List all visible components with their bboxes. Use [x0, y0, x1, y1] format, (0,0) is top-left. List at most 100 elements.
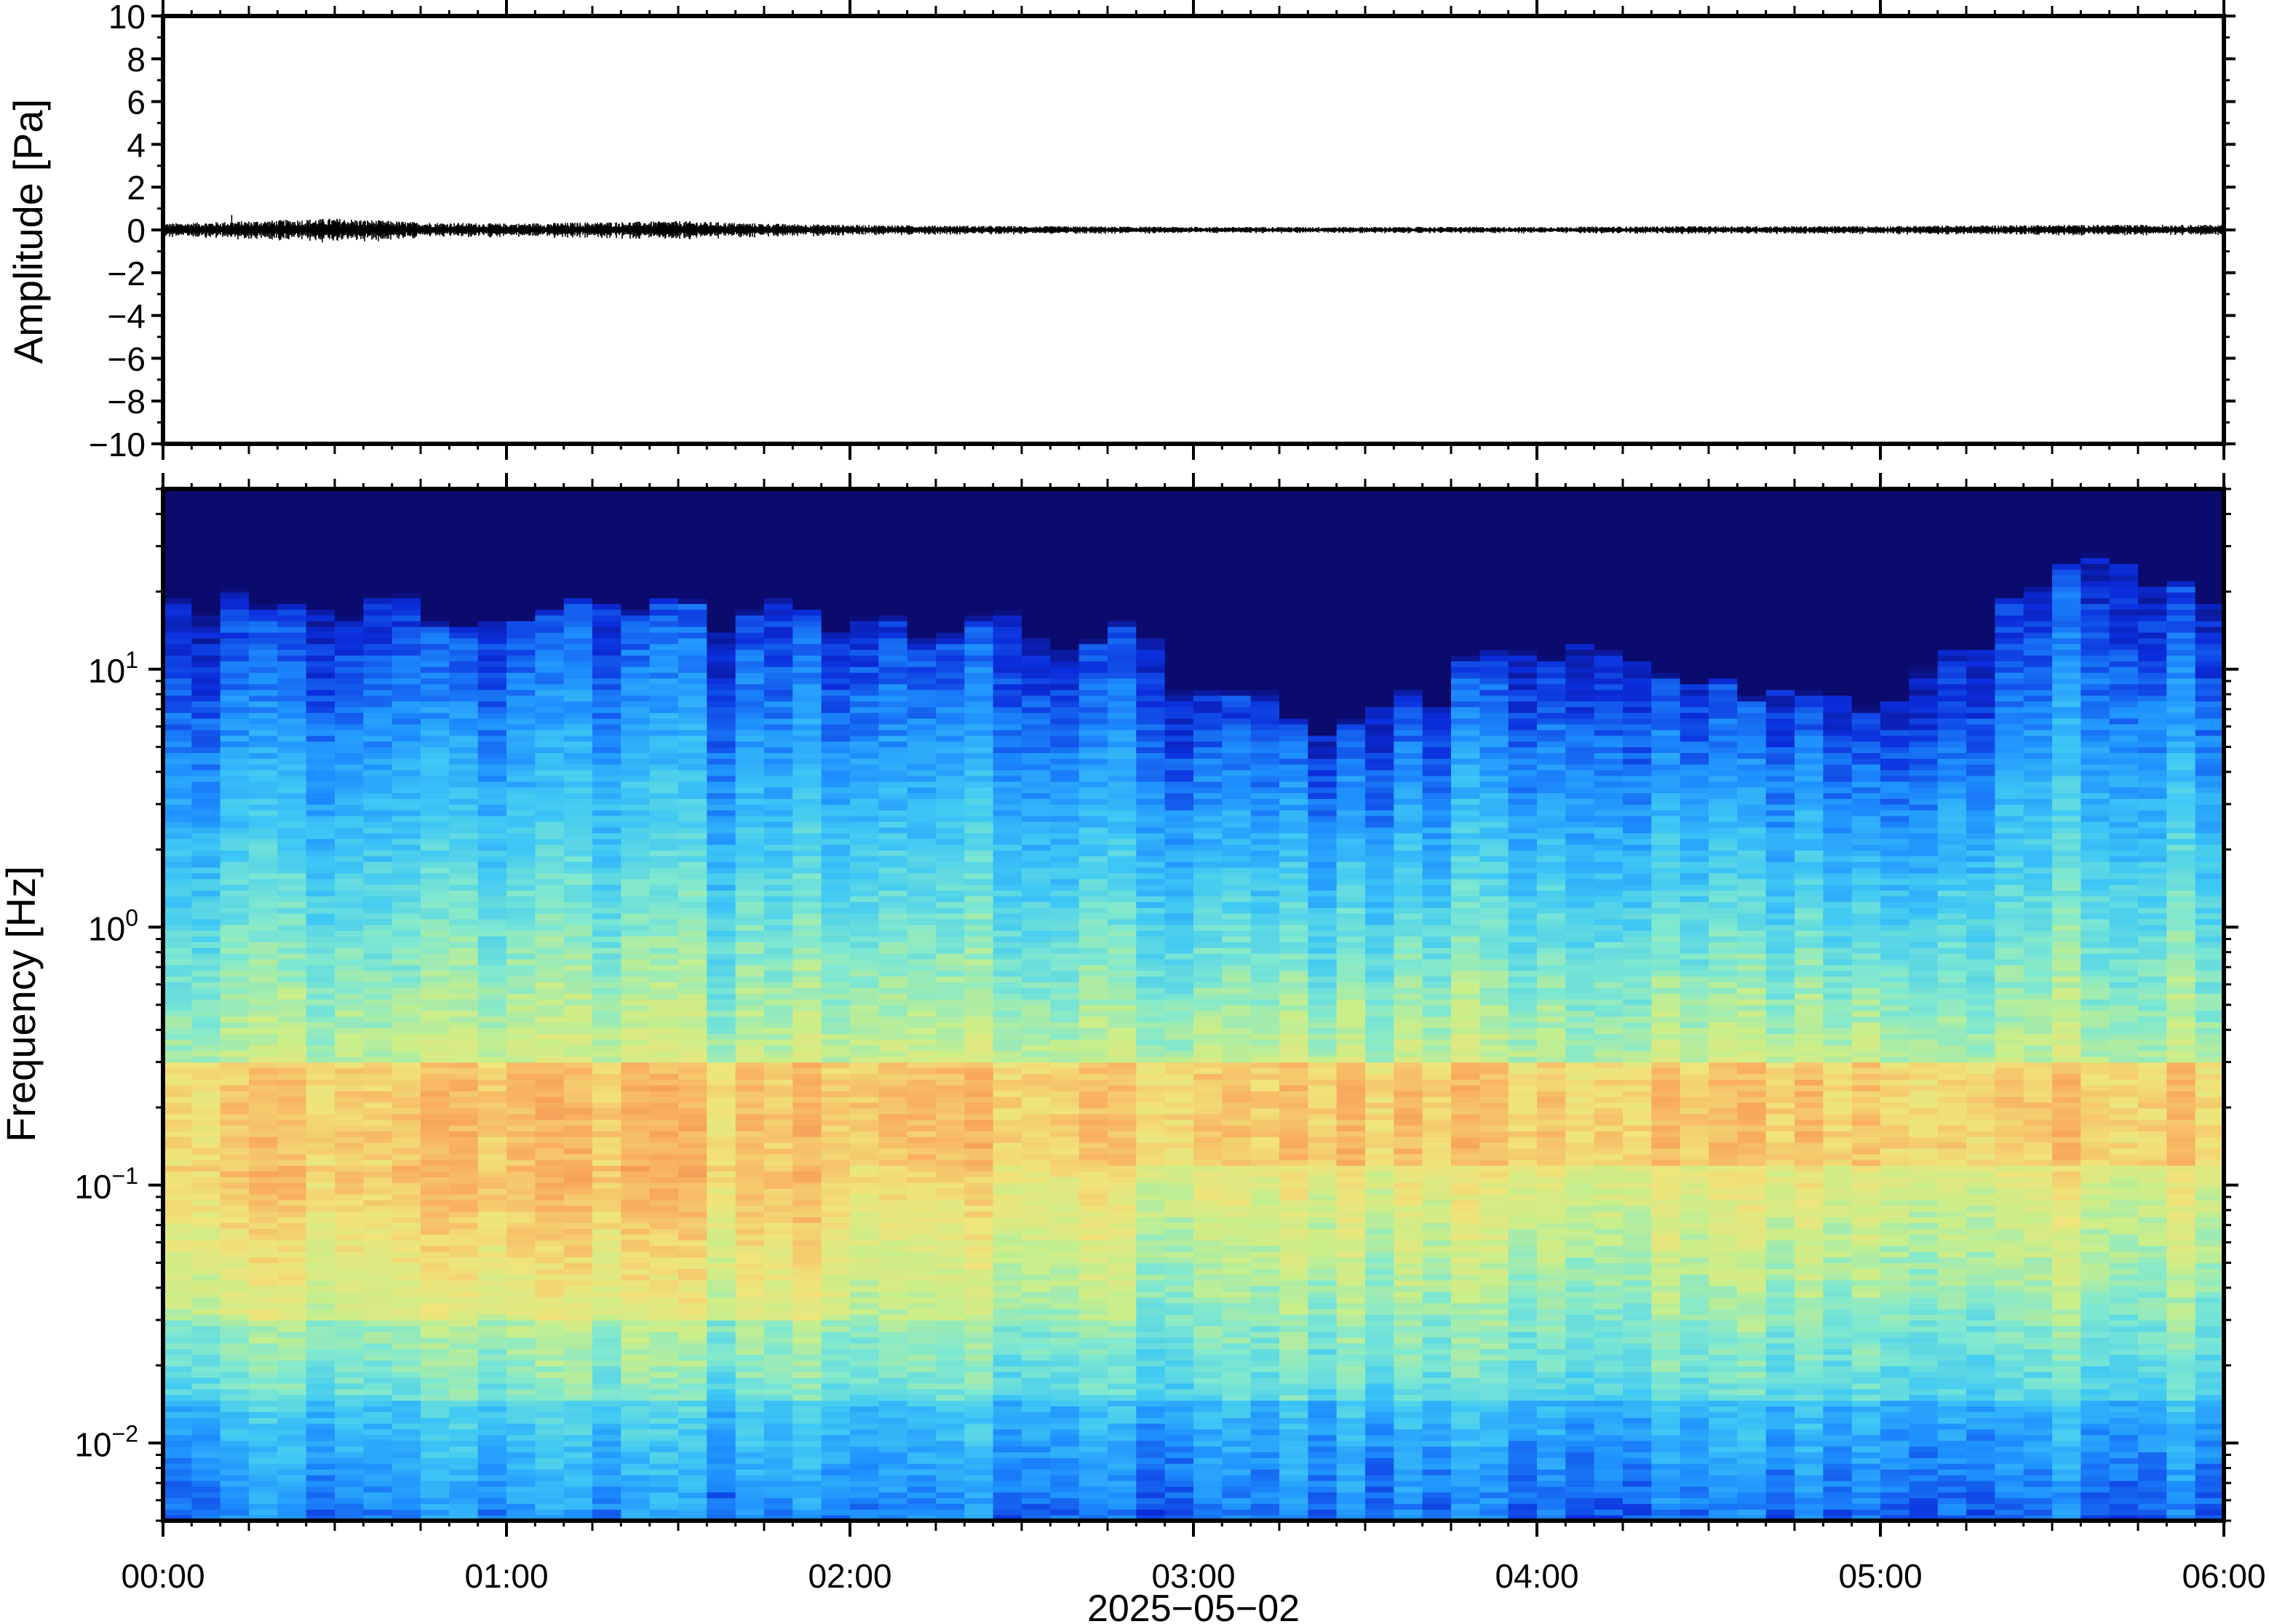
spectrogram-cell: [220, 804, 250, 811]
spectrogram-cell: [878, 1005, 908, 1011]
spectrogram-cell: [249, 535, 278, 541]
spectrogram-cell: [163, 999, 192, 1006]
spectrogram-cell: [449, 1342, 479, 1350]
spectrogram-cell: [421, 1492, 450, 1499]
spectrogram-cell: [592, 1463, 621, 1470]
spectrogram-cell: [535, 1503, 565, 1510]
spectrogram-cell: [592, 615, 621, 621]
spectrogram-cell: [220, 1388, 250, 1396]
spectrogram-cell: [764, 1188, 793, 1195]
spectrogram-cell: [792, 649, 822, 656]
spectrogram-cell: [306, 609, 335, 616]
spectrogram-cell: [592, 1474, 621, 1481]
spectrogram-cell: [707, 1366, 736, 1372]
spectrogram-cell: [621, 1177, 651, 1183]
spectrogram-cell: [363, 1010, 393, 1017]
spectrogram-cell: [649, 489, 679, 495]
spectrogram-cell: [220, 695, 250, 702]
spectrogram-cell: [249, 1113, 278, 1121]
spectrogram-cell: [191, 1382, 221, 1390]
spectrogram-cell: [449, 804, 479, 811]
spectrogram-cell: [506, 729, 536, 736]
spectrogram-cell: [649, 1079, 679, 1086]
spectrogram-cell: [191, 1222, 221, 1229]
spectrogram-cell: [506, 918, 536, 926]
spectrogram-cell: [707, 649, 736, 656]
spectrogram-cell: [249, 872, 278, 880]
spectrogram-cell: [191, 838, 221, 845]
spectrogram-cell: [792, 1457, 822, 1464]
spectrogram-cell: [249, 1222, 278, 1229]
spectrogram-cell: [563, 581, 593, 587]
spectrogram-cell: [306, 1280, 335, 1286]
spectrogram-cell: [592, 856, 621, 862]
spectrogram-cell: [792, 1388, 822, 1396]
spectrogram-cell: [306, 781, 335, 788]
spectrogram-cell: [821, 907, 851, 914]
spectrogram-cell: [220, 1360, 250, 1366]
waveform-y-tick-label: −6: [108, 340, 146, 378]
spectrogram-cell: [735, 597, 765, 605]
spectrogram-cell: [363, 821, 393, 828]
spectrogram-cell: [649, 1228, 679, 1235]
spectrogram-cell: [821, 901, 851, 908]
spectrogram-cell: [191, 1360, 221, 1366]
spectrogram-cell: [707, 1354, 736, 1361]
spectrogram-cell: [220, 597, 250, 605]
spectrogram-cell: [392, 1280, 421, 1286]
spectrogram-cell: [878, 609, 908, 616]
spectrogram-cell: [707, 723, 736, 731]
spectrogram-cell: [335, 1085, 364, 1091]
spectrogram-cell: [249, 1096, 278, 1103]
spectrogram-cell: [392, 832, 421, 840]
spectrogram-cell: [392, 747, 421, 753]
spectrogram-cell: [363, 575, 393, 581]
spectrogram-cell: [306, 597, 335, 605]
spectrogram-cell: [678, 1159, 707, 1166]
spectrogram-cell: [592, 1400, 621, 1407]
spectrogram-cell: [878, 1245, 908, 1252]
spectrogram-cell: [649, 1211, 679, 1218]
spectrogram-cell: [163, 1308, 192, 1315]
spectrogram-cell: [306, 1113, 335, 1121]
spectrogram-cell: [506, 1257, 536, 1264]
spectrogram-cell: [449, 581, 479, 587]
spectrogram-cell: [277, 1125, 307, 1131]
spectrogram-cell: [421, 1469, 450, 1476]
spectrogram-cell: [449, 535, 479, 541]
spectrogram-cell: [477, 1291, 507, 1298]
spectrogram-cell: [506, 1211, 536, 1218]
spectrogram-cell: [163, 924, 192, 931]
spectrogram-cell: [392, 907, 421, 914]
spectrogram-cell: [363, 506, 393, 513]
spectrogram-cell: [735, 896, 765, 902]
spectrogram-cell: [850, 729, 879, 736]
spectrogram-cell: [363, 718, 393, 725]
spectrogram-cell: [535, 798, 565, 805]
spectrogram-cell: [678, 1302, 707, 1310]
spectrogram-cell: [277, 1457, 307, 1464]
spectrogram-cell: [850, 1286, 879, 1292]
spectrogram-cell: [249, 1188, 278, 1195]
spectrogram-cell: [535, 850, 565, 856]
spectrogram-cell: [449, 890, 479, 896]
spectrogram-cell: [649, 1326, 679, 1332]
spectrogram-cell: [220, 575, 250, 581]
spectrogram-cell: [535, 781, 565, 788]
spectrogram-cell: [191, 1016, 221, 1023]
spectrogram-cell: [163, 1177, 192, 1183]
spectrogram-cell: [277, 626, 307, 633]
spectrogram-cell: [821, 1182, 851, 1189]
spectrogram-cell: [506, 804, 536, 811]
spectrogram-cell: [363, 850, 393, 856]
spectrogram-cell: [449, 621, 479, 627]
spectrogram-cell: [249, 1228, 278, 1235]
spectrogram-cell: [678, 592, 707, 599]
spectrogram-cell: [306, 1394, 335, 1401]
spectrogram-cell: [335, 1337, 364, 1344]
spectrogram-cell: [850, 958, 879, 966]
spectrogram-cell: [335, 1177, 364, 1183]
spectrogram-cell: [621, 712, 651, 719]
spectrogram-cell: [249, 1045, 278, 1051]
spectrogram-cell: [563, 1314, 593, 1321]
